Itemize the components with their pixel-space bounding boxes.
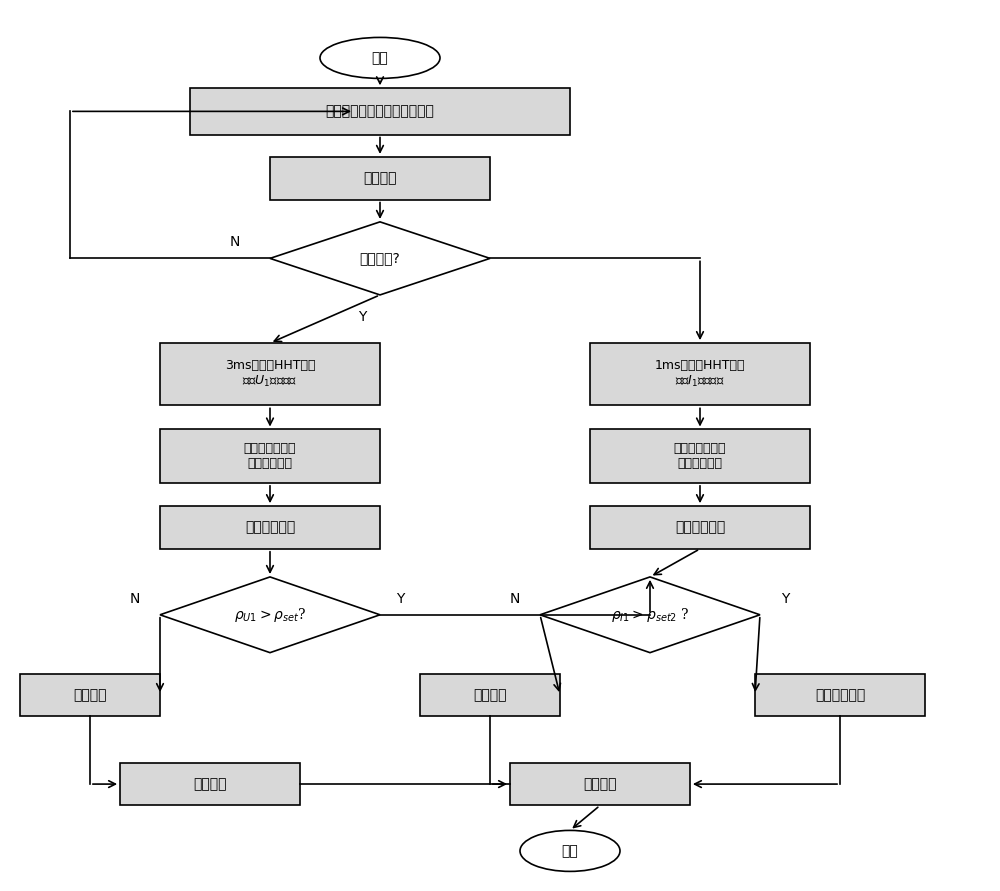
Text: $\rho_{U1} > \rho_{set}$?: $\rho_{U1} > \rho_{set}$? bbox=[234, 606, 306, 624]
FancyBboxPatch shape bbox=[510, 763, 690, 805]
Text: 雷击故障: 雷击故障 bbox=[473, 688, 507, 702]
Text: 结束: 结束 bbox=[562, 844, 578, 858]
Ellipse shape bbox=[520, 830, 620, 871]
FancyBboxPatch shape bbox=[270, 157, 490, 200]
FancyBboxPatch shape bbox=[120, 763, 300, 805]
FancyBboxPatch shape bbox=[420, 674, 560, 716]
Text: N: N bbox=[230, 235, 240, 249]
FancyBboxPatch shape bbox=[160, 506, 380, 549]
Text: Y: Y bbox=[396, 592, 404, 606]
FancyBboxPatch shape bbox=[160, 429, 380, 483]
Text: 计算电压低频能
量、高频能量: 计算电压低频能 量、高频能量 bbox=[244, 442, 296, 470]
FancyBboxPatch shape bbox=[590, 506, 810, 549]
FancyBboxPatch shape bbox=[20, 674, 160, 716]
Text: 整流侧正负极电压、电流输入: 整流侧正负极电压、电流输入 bbox=[326, 104, 434, 119]
Polygon shape bbox=[540, 577, 760, 652]
Text: Y: Y bbox=[781, 592, 789, 606]
Text: 开始: 开始 bbox=[372, 51, 388, 65]
FancyBboxPatch shape bbox=[755, 674, 925, 716]
FancyBboxPatch shape bbox=[160, 343, 380, 405]
Text: 保护启动?: 保护启动? bbox=[360, 251, 400, 266]
Text: 计算二者比值: 计算二者比值 bbox=[675, 520, 725, 535]
Text: 相模变换: 相模变换 bbox=[363, 171, 397, 185]
Text: 保护出口: 保护出口 bbox=[583, 777, 617, 791]
Text: 雷击干扰: 雷击干扰 bbox=[73, 688, 107, 702]
Text: N: N bbox=[510, 592, 520, 606]
Text: 保护复归: 保护复归 bbox=[193, 777, 227, 791]
Polygon shape bbox=[270, 222, 490, 295]
Text: 计算电压低频能
量、高频能量: 计算电压低频能 量、高频能量 bbox=[674, 442, 726, 470]
FancyBboxPatch shape bbox=[590, 343, 810, 405]
FancyBboxPatch shape bbox=[590, 429, 810, 483]
Text: 3ms时窗内HHT变换
得到$U_1$时频矩阵: 3ms时窗内HHT变换 得到$U_1$时频矩阵 bbox=[225, 359, 315, 389]
Text: 普通短路故障: 普通短路故障 bbox=[815, 688, 865, 702]
Text: $\rho_{I1} > \rho_{set2}$ ?: $\rho_{I1} > \rho_{set2}$ ? bbox=[611, 606, 689, 624]
Text: 1ms时窗内HHT变换
得到$I_1$时频矩阵: 1ms时窗内HHT变换 得到$I_1$时频矩阵 bbox=[655, 359, 745, 389]
Text: 计算二者比值: 计算二者比值 bbox=[245, 520, 295, 535]
FancyBboxPatch shape bbox=[190, 88, 570, 135]
Text: N: N bbox=[130, 592, 140, 606]
Polygon shape bbox=[160, 577, 380, 652]
Ellipse shape bbox=[320, 37, 440, 78]
Text: Y: Y bbox=[358, 310, 366, 324]
